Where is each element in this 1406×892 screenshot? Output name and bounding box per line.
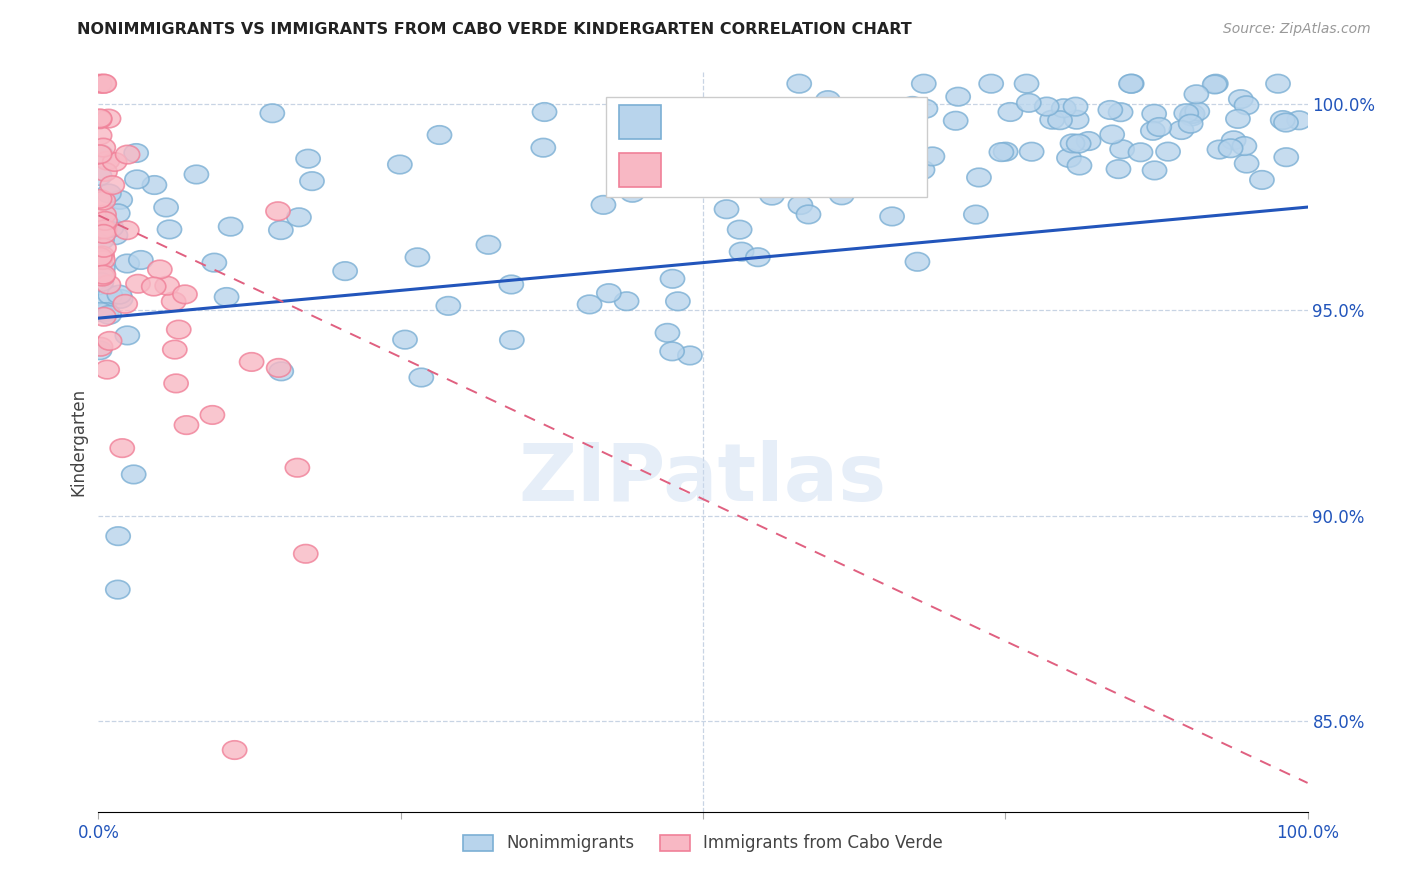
Legend: Nonimmigrants, Immigrants from Cabo Verde: Nonimmigrants, Immigrants from Cabo Verd… [457, 828, 949, 859]
Text: ZIPatlas: ZIPatlas [519, 440, 887, 517]
Y-axis label: Kindergarten: Kindergarten [69, 387, 87, 496]
Text: NONIMMIGRANTS VS IMMIGRANTS FROM CABO VERDE KINDERGARTEN CORRELATION CHART: NONIMMIGRANTS VS IMMIGRANTS FROM CABO VE… [77, 22, 912, 37]
Text: Source: ZipAtlas.com: Source: ZipAtlas.com [1223, 22, 1371, 37]
